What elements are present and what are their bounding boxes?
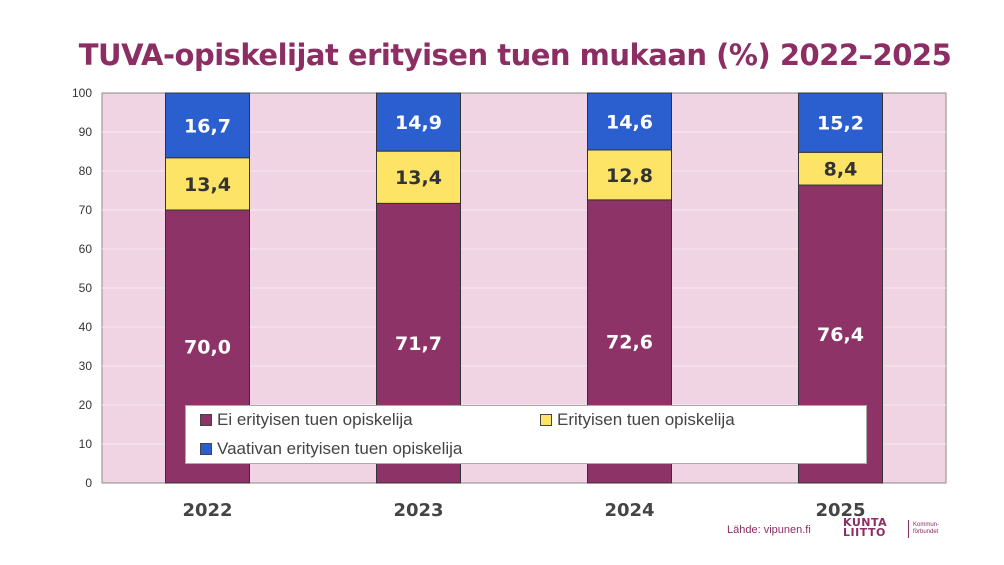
bar-erityisen-2025 <box>798 151 883 186</box>
y-tick-label-10: 10 <box>79 437 93 451</box>
data-label-vaativan-2025: 15,2 <box>817 113 864 135</box>
logo-separator <box>908 520 909 538</box>
y-tick-label-50: 50 <box>79 281 93 295</box>
data-label-ei-2023: 71,7 <box>395 333 442 355</box>
logo-wordmark: KUNTA LIITTO <box>843 516 888 539</box>
chart-title: TUVA-opiskelijat erityisen tuen mukaan (… <box>78 38 952 72</box>
x-axis: 2022 2023 2024 2025 <box>182 500 865 521</box>
data-label-ei-2025: 76,4 <box>817 324 864 346</box>
source-note: Lähde: vipunen.fi <box>727 524 811 536</box>
y-tick-label-20: 20 <box>79 398 93 412</box>
legend-item-ei: Ei erityisen tuen opiskelija <box>200 410 413 430</box>
data-label-vaativan-2022: 16,7 <box>184 115 231 137</box>
x-tick-label-2024: 2024 <box>604 500 654 521</box>
data-label-ei-2024: 72,6 <box>606 331 653 353</box>
bar-vaativan-2022 <box>165 92 250 159</box>
y-tick-label-0: 0 <box>85 476 92 490</box>
data-label-erityisen-2022: 13,4 <box>184 174 231 196</box>
x-tick-label-2025: 2025 <box>815 500 865 521</box>
y-axis: 0 10 20 30 40 50 60 70 80 90 100 <box>72 86 92 490</box>
data-label-ei-2022: 70,0 <box>184 337 231 359</box>
legend-swatch-erityisen <box>540 414 552 426</box>
x-tick-label-2023: 2023 <box>393 500 443 521</box>
legend-label-vaativan: Vaativan erityisen tuen opiskelija <box>217 439 463 458</box>
data-label-vaativan-2024: 14,6 <box>606 111 653 133</box>
y-tick-label-90: 90 <box>79 125 93 139</box>
data-label-erityisen-2024: 12,8 <box>606 165 653 187</box>
logo-sub-line-2: förbundet <box>913 529 939 535</box>
logo-subtext: Kommun- förbundet <box>913 522 939 536</box>
y-tick-label-70: 70 <box>79 203 93 217</box>
kuntaliitto-logo: KUNTA LIITTO Kommun- förbundet <box>843 516 953 542</box>
logo-line-1: KUNTA <box>843 516 888 529</box>
legend-item-vaativan: Vaativan erityisen tuen opiskelija <box>200 439 462 459</box>
bar-vaativan-2025 <box>798 92 883 153</box>
legend-label-erityisen: Erityisen tuen opiskelija <box>557 410 735 429</box>
y-tick-label-80: 80 <box>79 164 93 178</box>
legend-label-ei: Ei erityisen tuen opiskelija <box>217 410 413 429</box>
bar-erityisen-2024 <box>587 149 672 201</box>
y-tick-label-30: 30 <box>79 359 93 373</box>
bar-vaativan-2023 <box>376 92 461 152</box>
bar-erityisen-2023 <box>376 150 461 204</box>
legend-item-erityisen: Erityisen tuen opiskelija <box>540 410 735 430</box>
data-label-erityisen-2023: 13,4 <box>395 167 442 189</box>
x-tick-label-2022: 2022 <box>182 500 232 521</box>
logo-line-2: LIITTO <box>843 526 886 539</box>
data-label-vaativan-2023: 14,9 <box>395 112 442 134</box>
legend-swatch-ei <box>200 414 212 426</box>
legend: Ei erityisen tuen opiskelija Erityisen t… <box>185 405 867 464</box>
y-tick-label-40: 40 <box>79 320 93 334</box>
legend-swatch-vaativan <box>200 443 212 455</box>
bar-vaativan-2024 <box>587 92 672 151</box>
logo-sub-line-1: Kommun- <box>913 522 940 528</box>
y-tick-label-100: 100 <box>72 86 92 100</box>
y-tick-label-60: 60 <box>79 242 93 256</box>
data-label-erityisen-2025: 8,4 <box>824 159 858 181</box>
